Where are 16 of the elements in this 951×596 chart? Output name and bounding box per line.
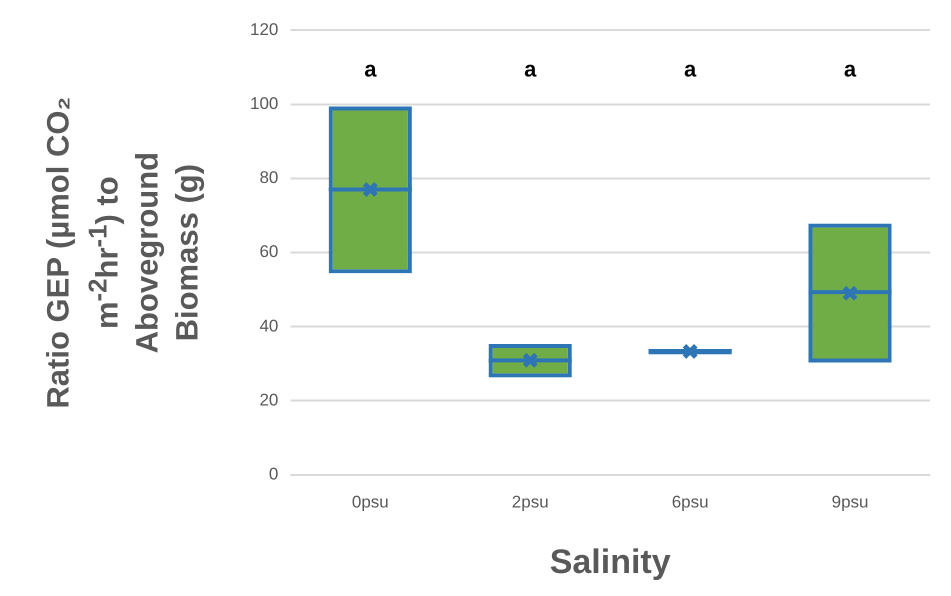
annotation: a bbox=[524, 56, 538, 82]
x-axis-title: Salinity bbox=[550, 542, 671, 581]
y-tick-label: 0 bbox=[268, 464, 278, 484]
y-tick-label: 100 bbox=[250, 94, 278, 113]
y-tick-label: 120 bbox=[250, 20, 278, 39]
x-tick-label: 9psu bbox=[832, 492, 868, 512]
y-tick-label: 20 bbox=[259, 390, 278, 410]
x-tick-label: 6psu bbox=[672, 492, 709, 512]
y-tick-label: 80 bbox=[259, 168, 278, 188]
x-tick-label: 0psu bbox=[352, 492, 389, 512]
annotation: a bbox=[844, 56, 857, 82]
y-tick-label: 40 bbox=[259, 316, 278, 336]
y-tick-label: 60 bbox=[259, 242, 278, 262]
annotation: a bbox=[364, 56, 378, 82]
x-tick-label: 2psu bbox=[512, 492, 549, 512]
annotation: a bbox=[684, 56, 698, 82]
